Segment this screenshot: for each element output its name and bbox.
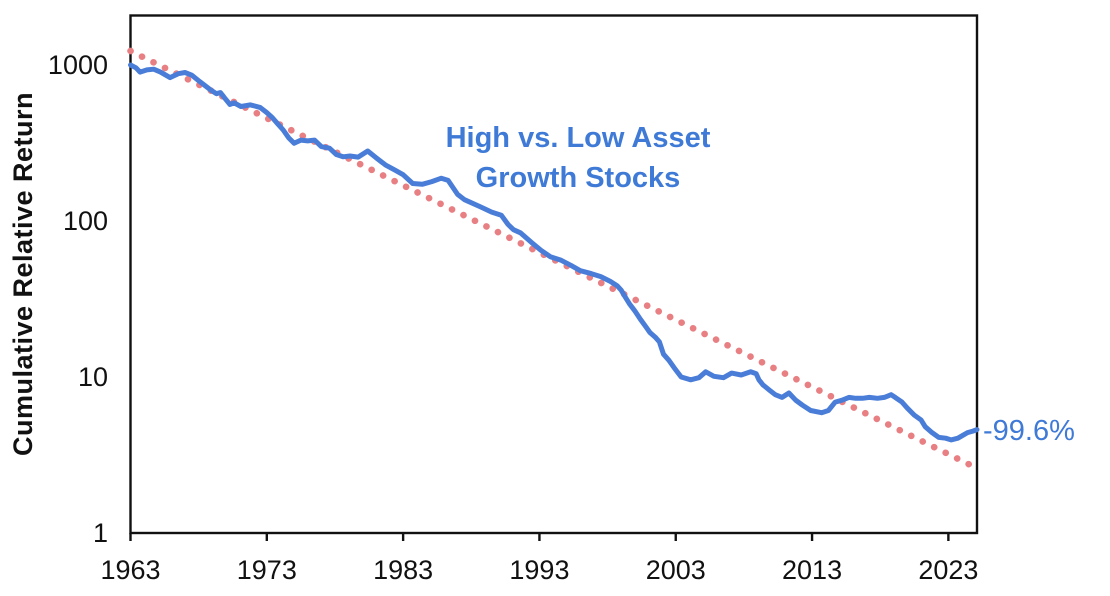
y-tick-label: 1000 [48,50,108,80]
x-tick-label: 2013 [782,555,842,585]
chart-title-line2: Growth Stocks [476,162,681,194]
return-series-line [128,62,980,443]
x-tick-label: 1963 [100,555,160,585]
x-tick-label: 2003 [646,555,706,585]
final-return-annotation: -99.6% [983,415,1075,447]
x-tick-label: 2023 [918,555,978,585]
chart-title-line1: High vs. Low Asset [446,122,711,154]
plot-border [129,14,979,535]
x-tick-label: 1993 [509,555,569,585]
y-tick-label: 100 [63,206,108,236]
x-tick-label: 1973 [237,555,297,585]
y-axis-title: Cumulative Relative Return [8,92,38,456]
y-tick-label: 1 [93,518,108,548]
plot-area: 1963 1973 1983 1993 2003 2013 2023 1 10 100 1000 [48,14,981,585]
y-tick-label: 10 [78,362,108,392]
x-tick-label: 1983 [373,555,433,585]
